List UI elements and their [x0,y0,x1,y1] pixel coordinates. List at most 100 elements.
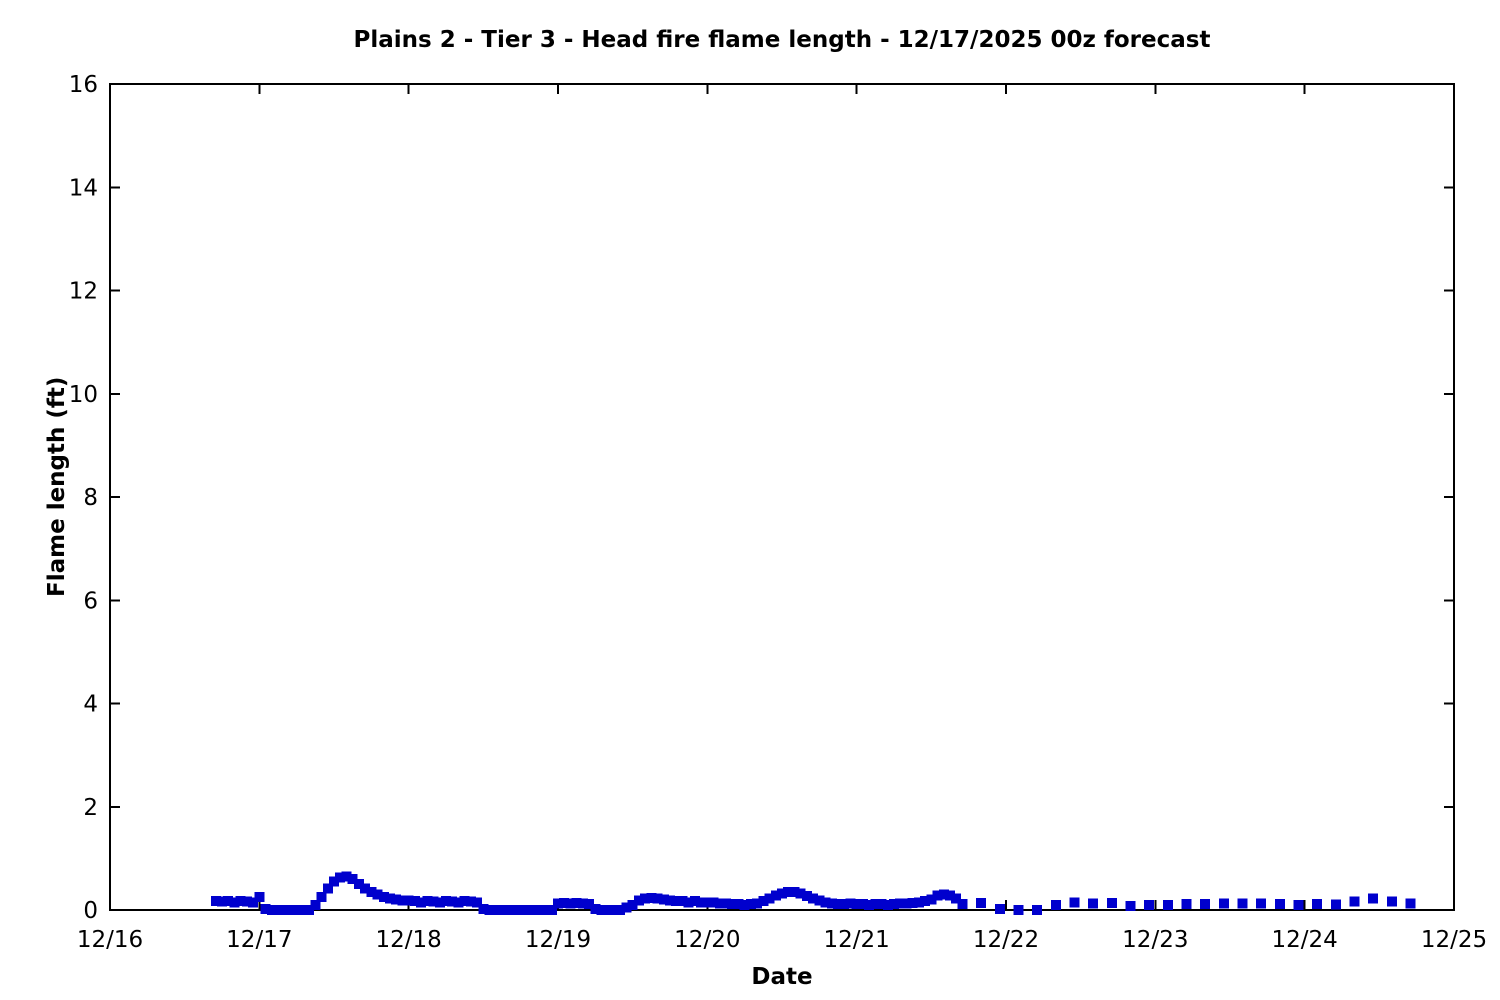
data-point [665,895,675,906]
data-point [503,905,514,915]
data-point [434,897,445,908]
data-point [795,888,806,899]
data-point [1405,898,1416,909]
data-point [621,902,632,913]
data-point [515,905,526,915]
data-point [260,903,271,914]
y-tick-label: 6 [83,588,98,614]
data-point [590,903,601,914]
data-point [932,890,943,901]
data-point [752,898,763,909]
data-point [951,893,962,904]
x-axis-title: Date [751,964,813,990]
data-point [347,874,358,885]
data-point [329,876,339,887]
data-point [546,905,557,915]
data-point [889,898,899,909]
data-point [266,905,277,915]
data-point [229,897,240,908]
data-point [391,894,402,905]
data-point [1069,897,1080,908]
data-point [1106,897,1117,908]
data-point [540,905,551,915]
data-point [646,893,657,904]
data-point [839,898,850,909]
data-point [957,898,968,909]
data-point [223,896,234,907]
data-point [596,905,607,915]
y-tick-label: 16 [69,72,98,98]
data-point [1368,893,1379,904]
x-tick-label: 12/23 [1122,927,1188,953]
data-point [602,905,613,915]
data-point [864,899,875,910]
data-point [615,905,626,915]
x-tick-label: 12/16 [77,927,143,953]
data-point [316,892,327,903]
data-point [478,903,489,914]
data-point [528,905,539,915]
data-point [403,895,414,906]
data-point [876,898,887,909]
data-point [465,896,476,907]
data-point [422,896,433,907]
data-point [658,894,669,905]
data-point [714,898,725,909]
data-point [920,896,931,907]
x-tick-label: 12/17 [226,927,292,953]
data-point [372,889,383,900]
data-point [553,898,563,909]
data-point [789,886,800,897]
data-point [297,905,308,915]
data-point [808,893,819,904]
data-point [521,905,532,915]
data-point [1125,900,1136,911]
data-point [994,903,1005,914]
data-point [696,897,707,908]
data-point [833,898,843,909]
data-point [845,898,856,909]
data-point [559,897,570,908]
data-point [689,896,700,907]
data-point [870,898,881,909]
data-point [708,897,719,908]
data-point [1349,896,1360,907]
data-point [453,897,464,908]
data-point [1330,899,1341,910]
data-point [235,896,246,907]
x-tick-label: 12/22 [973,927,1039,953]
data-point [913,897,924,908]
data-point [1032,905,1043,915]
data-point [652,893,663,904]
data-point [565,898,576,909]
data-point [1237,898,1248,909]
data-point [633,895,644,906]
data-point [609,905,619,915]
data-point [758,896,769,907]
data-point [441,896,451,907]
data-point [490,905,501,915]
data-point [901,898,912,909]
data-point [577,898,588,909]
data-point [254,892,265,903]
chart-title: Plains 2 - Tier 3 - Head fire flame leng… [353,27,1211,53]
data-point [497,905,507,915]
data-point [683,897,694,908]
data-point [733,898,744,909]
data-point [702,897,713,908]
y-tick-label: 2 [83,795,98,821]
data-point [721,898,731,909]
data-point [820,897,831,908]
y-tick-label: 12 [69,279,98,305]
data-point [353,879,364,890]
data-point [1386,896,1397,907]
data-point [447,896,458,907]
data-point [1312,898,1323,909]
data-point [764,893,775,904]
data-point [385,893,395,904]
y-tick-label: 14 [69,175,98,201]
data-point [882,899,893,910]
data-point [640,893,651,904]
data-point [1050,899,1061,910]
data-point [1274,898,1285,909]
